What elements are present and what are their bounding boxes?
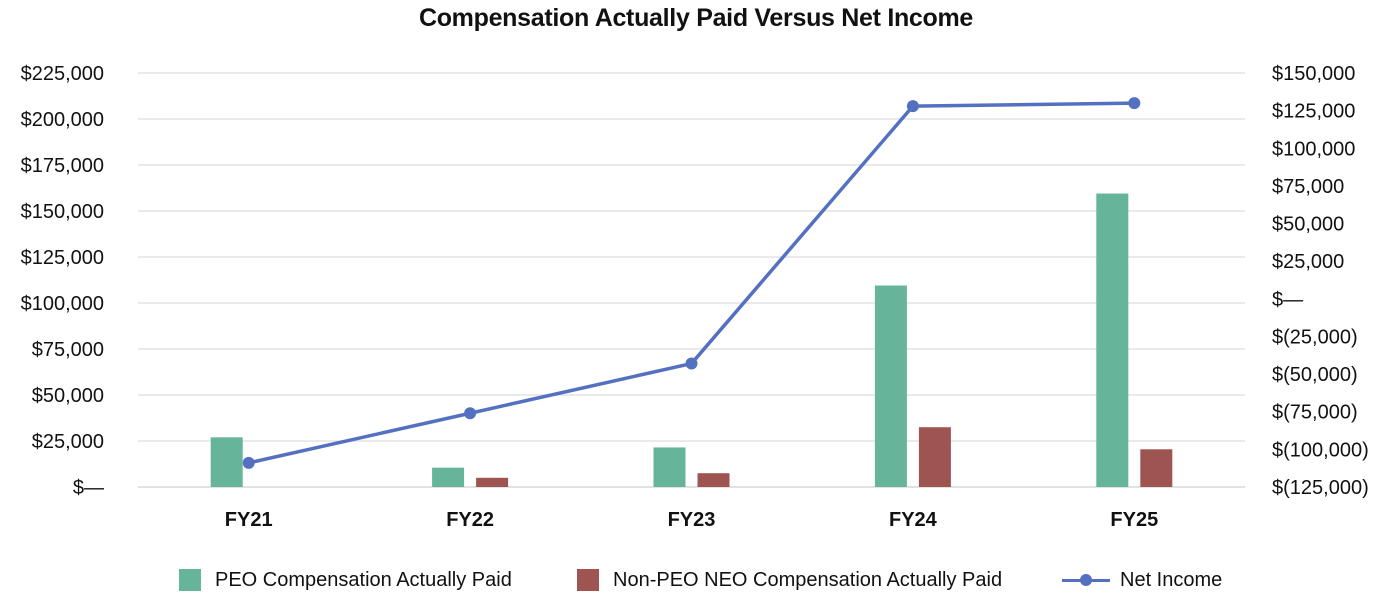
- y-left-tick-label: $25,000: [32, 431, 104, 453]
- y-left-tick-label: $175,000: [21, 155, 104, 177]
- y-left-tick-label: $100,000: [21, 293, 104, 315]
- legend-label-net-income: Net Income: [1120, 568, 1223, 591]
- bar-non-peo-neo-compensation-actually-paid: [1140, 449, 1173, 487]
- y-right-tick-label: $150,000: [1272, 63, 1355, 85]
- y-right-tick-label: $75,000: [1272, 176, 1344, 198]
- y-right-tick-label: $(25,000): [1272, 326, 1358, 348]
- x-tick-label: FY21: [225, 509, 273, 531]
- y-left-tick-label: $50,000: [32, 385, 104, 407]
- x-tick-label: FY23: [668, 509, 716, 531]
- y-left-tick-label: $200,000: [21, 109, 104, 131]
- bar-peo-compensation-actually-paid: [1096, 193, 1129, 487]
- x-tick-label: FY22: [446, 509, 494, 531]
- legend-item-peo: PEO Compensation Actually Paid: [179, 562, 512, 598]
- bar-peo-compensation-actually-paid: [432, 467, 465, 487]
- bar-peo-compensation-actually-paid: [210, 437, 243, 487]
- legend: PEO Compensation Actually Paid Non-PEO N…: [0, 562, 1392, 598]
- y-left-tick-label: $150,000: [21, 201, 104, 223]
- y-right-tick-label: $(125,000): [1272, 477, 1369, 499]
- point-net-income: [1128, 97, 1141, 110]
- bar-non-peo-neo-compensation-actually-paid: [476, 477, 509, 487]
- chart-plot: $— $25,000 $50,000 $75,000 $100,000 $125,000 $…: [21, 63, 1369, 531]
- legend-swatch-peo: [179, 569, 201, 591]
- bar-non-peo-neo-compensation-actually-paid: [918, 427, 951, 487]
- y-right-tick-label: $100,000: [1272, 138, 1355, 160]
- y-right-tick-label: $25,000: [1272, 251, 1344, 273]
- y-left-tick-label: $75,000: [32, 339, 104, 361]
- legend-label-non-peo: Non-PEO NEO Compensation Actually Paid: [613, 568, 1003, 591]
- y-left-tick-label: $125,000: [21, 247, 104, 269]
- y-left-tick-label: $—: [73, 477, 104, 499]
- point-net-income: [464, 407, 477, 420]
- legend-item-non-peo: Non-PEO NEO Compensation Actually Paid: [577, 562, 1002, 598]
- legend-label-peo: PEO Compensation Actually Paid: [215, 568, 512, 591]
- bar-peo-compensation-actually-paid: [874, 285, 907, 487]
- x-tick-label: FY25: [1110, 509, 1158, 531]
- x-tick-label: FY24: [889, 509, 938, 531]
- y-right-tick-label: $(100,000): [1272, 439, 1369, 461]
- point-net-income: [242, 456, 255, 469]
- point-net-income: [906, 100, 919, 113]
- legend-swatch-non-peo: [577, 569, 599, 591]
- y-left-tick-label: $225,000: [21, 63, 104, 85]
- y-right-tick-label: $50,000: [1272, 214, 1344, 236]
- y-right-tick-label: $—: [1272, 289, 1303, 311]
- y-right-tick-label: $125,000: [1272, 101, 1355, 123]
- line-net-income: [248, 101, 1135, 465]
- point-net-income: [685, 357, 698, 370]
- y-right-tick-label: $(75,000): [1272, 402, 1358, 424]
- chart-title: Compensation Actually Paid Versus Net In…: [418, 4, 974, 32]
- y-right-tick-label: $(50,000): [1272, 364, 1358, 386]
- legend-swatch-net-income: [1062, 569, 1110, 591]
- legend-item-net-income: Net Income: [1062, 562, 1222, 598]
- bar-non-peo-neo-compensation-actually-paid: [697, 473, 730, 487]
- bar-peo-compensation-actually-paid: [653, 447, 686, 487]
